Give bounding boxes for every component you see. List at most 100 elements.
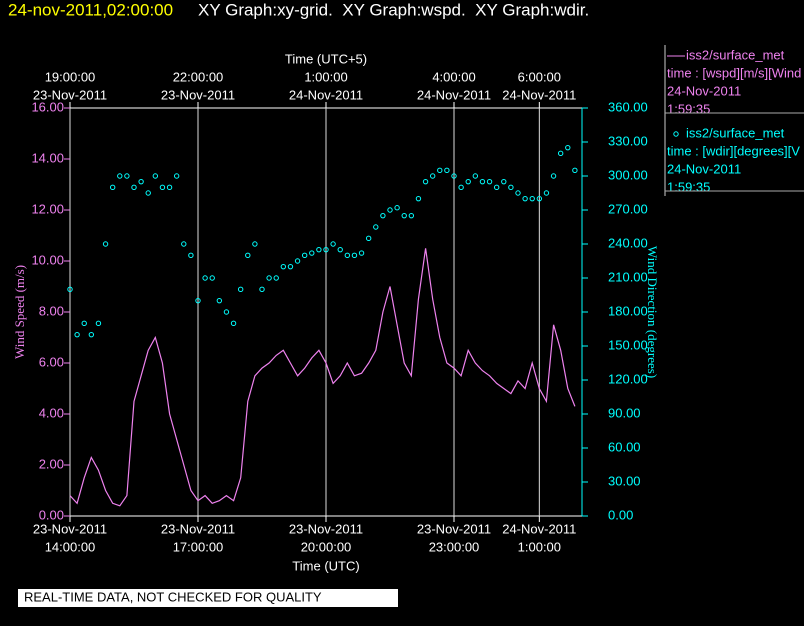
legend-swatch bbox=[673, 131, 679, 137]
wind-direction-point bbox=[444, 167, 450, 174]
wind-direction-point bbox=[543, 190, 550, 196]
wind-direction-point bbox=[479, 178, 486, 185]
y2-tick-label: 180.00 bbox=[608, 303, 648, 318]
legend-detail: 1:59:35 bbox=[667, 179, 710, 194]
x-tick-label: 23:00:00 bbox=[429, 539, 480, 554]
y-tick-label: 2.00 bbox=[39, 456, 64, 471]
wind-direction-point bbox=[287, 263, 294, 270]
legend-detail: time : [wspd][m/s][Wind bbox=[667, 65, 801, 80]
x-tick-label: 1:00:00 bbox=[518, 539, 561, 554]
y2-tick-label: 60.00 bbox=[608, 439, 641, 454]
header-date: 24-nov-2011,02:00:00 bbox=[8, 0, 173, 19]
legend-detail: time : [wdir][degrees][V bbox=[667, 143, 800, 158]
x2-tick-label: 1:00:00 bbox=[304, 69, 347, 84]
wind-direction-point bbox=[280, 263, 287, 270]
wind-direction-point bbox=[223, 309, 230, 315]
wind-direction-point bbox=[365, 235, 372, 242]
wind-direction-point bbox=[209, 275, 215, 281]
wind-direction-point bbox=[117, 173, 123, 179]
wind-direction-point bbox=[387, 207, 393, 213]
wind-direction-point bbox=[166, 184, 173, 191]
wind-direction-point bbox=[188, 252, 194, 259]
y-tick-label: 10.00 bbox=[31, 252, 64, 267]
wind-direction-point bbox=[437, 167, 443, 174]
wind-direction-point bbox=[422, 178, 429, 185]
wind-direction-point bbox=[138, 178, 144, 185]
y-tick-label: 14.00 bbox=[31, 150, 64, 165]
y-tick-label: 16.00 bbox=[31, 99, 64, 114]
wind-direction-point bbox=[451, 173, 457, 179]
wind-direction-point bbox=[102, 241, 109, 247]
wind-direction-point bbox=[294, 258, 301, 264]
wind-direction-point bbox=[74, 331, 80, 338]
wind-direction-point bbox=[195, 297, 201, 304]
wind-direction-point bbox=[508, 184, 514, 191]
wind-direction-point bbox=[565, 144, 571, 151]
wind-direction-point bbox=[173, 173, 180, 179]
y2-tick-label: 270.00 bbox=[608, 201, 648, 216]
wind-direction-point bbox=[550, 173, 557, 179]
wind-direction-point bbox=[394, 205, 400, 211]
wind-direction-point bbox=[88, 331, 95, 338]
wind-direction-point bbox=[415, 195, 422, 202]
wind-direction-point bbox=[429, 173, 436, 179]
y-tick-label: 8.00 bbox=[39, 303, 64, 318]
wind-direction-point bbox=[486, 178, 493, 185]
y2-tick-label: 90.00 bbox=[608, 405, 641, 420]
wind-direction-point bbox=[472, 173, 479, 179]
y-axis-label: Wind Speed (m/s) bbox=[12, 265, 27, 359]
wind-direction-point bbox=[216, 297, 223, 304]
x2-tick-label: 24-Nov-2011 bbox=[289, 87, 363, 102]
x2-tick-label: 4:00:00 bbox=[432, 69, 475, 84]
wind-direction-point bbox=[230, 320, 237, 327]
x-axis-label: Time (UTC) bbox=[292, 558, 359, 573]
wind-direction-point bbox=[131, 184, 137, 191]
wind-direction-point bbox=[316, 246, 322, 253]
wind-direction-point bbox=[259, 286, 265, 293]
wind-direction-point bbox=[266, 275, 272, 281]
y2-tick-label: 210.00 bbox=[608, 269, 648, 284]
wind-direction-point bbox=[536, 195, 543, 202]
wind-direction-point bbox=[202, 275, 208, 281]
wind-direction-point bbox=[373, 224, 379, 230]
legend-name: iss2/surface_met bbox=[686, 125, 785, 140]
x-tick-label: 23-Nov-2011 bbox=[33, 521, 107, 536]
wind-direction-point bbox=[358, 250, 365, 256]
y2-tick-label: 330.00 bbox=[608, 133, 648, 148]
wind-direction-point bbox=[330, 241, 336, 247]
y2-tick-label: 240.00 bbox=[608, 235, 648, 250]
wind-direction-point bbox=[408, 212, 415, 219]
wind-direction-point bbox=[465, 178, 471, 185]
wind-direction-point bbox=[515, 190, 521, 196]
wind-direction-point bbox=[501, 178, 507, 185]
x-tick-label: 23-Nov-2011 bbox=[161, 521, 235, 536]
y2-tick-label: 120.00 bbox=[608, 371, 648, 386]
x2-tick-label: 23-Nov-2011 bbox=[161, 87, 235, 102]
wind-direction-point bbox=[493, 184, 500, 191]
x-tick-label: 23-Nov-2011 bbox=[289, 521, 363, 536]
y-tick-label: 6.00 bbox=[39, 354, 64, 369]
x-tick-label: 23-Nov-2011 bbox=[417, 521, 491, 536]
y2-tick-label: 30.00 bbox=[608, 473, 641, 488]
x2-tick-label: 22:00:00 bbox=[173, 69, 224, 84]
y-tick-label: 0.00 bbox=[39, 507, 64, 522]
x-tick-label: 14:00:00 bbox=[45, 539, 96, 554]
legend-detail: 24-Nov-2011 bbox=[667, 161, 741, 176]
wind-direction-point bbox=[301, 252, 308, 259]
wind-direction-point bbox=[572, 167, 578, 174]
x2-tick-label: 19:00:00 bbox=[45, 69, 96, 84]
wind-direction-point bbox=[337, 246, 343, 253]
y2-tick-label: 150.00 bbox=[608, 337, 648, 352]
wind-direction-point bbox=[401, 212, 407, 219]
wind-direction-point bbox=[67, 286, 73, 293]
wind-direction-point bbox=[273, 275, 279, 281]
wind-direction-point bbox=[309, 250, 315, 256]
wind-direction-point bbox=[351, 252, 358, 259]
wind-direction-point bbox=[380, 212, 386, 219]
wind-direction-point bbox=[344, 252, 351, 259]
wind-direction-point bbox=[152, 173, 159, 179]
x-tick-label: 20:00:00 bbox=[301, 539, 352, 554]
x2-axis-label: Time (UTC+5) bbox=[285, 51, 367, 66]
